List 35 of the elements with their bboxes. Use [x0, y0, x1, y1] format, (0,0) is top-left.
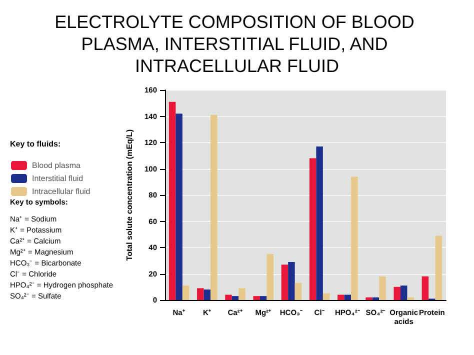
bar: [260, 296, 267, 300]
chart-title: ELECTROLYTE COMPOSITION OF BLOOD PLASMA, INTERSTITIAL FLUID, AND INTRACELLULAR FLUID: [54, 12, 420, 76]
bar: [400, 286, 408, 300]
bar: [281, 264, 288, 300]
bar: [294, 282, 302, 300]
bar: [309, 158, 316, 300]
bar: [379, 276, 386, 300]
bar: [253, 296, 260, 300]
bar: [204, 290, 211, 300]
legend-label: Intracellular fluid: [32, 187, 90, 196]
bar: [394, 286, 400, 300]
legend-label: Blood plasma: [32, 161, 82, 170]
bar: [168, 102, 176, 300]
bar: [288, 262, 295, 300]
bar: [182, 286, 190, 300]
bar: [344, 294, 352, 300]
bar: [435, 236, 442, 300]
bar: [407, 297, 414, 300]
bar: [338, 294, 344, 300]
bar: [366, 297, 372, 300]
legend-label: Interstitial fluid: [32, 174, 84, 183]
bar: [210, 114, 218, 300]
bar: [197, 288, 204, 300]
bar: [225, 294, 232, 300]
bar: [322, 293, 330, 300]
y-axis-title: Total solute concentration (mEq/L): [125, 128, 134, 261]
bar: [232, 296, 239, 300]
bar: [351, 176, 358, 300]
legend-title: Key to fluids:: [10, 140, 61, 148]
bar: [176, 114, 182, 300]
bar: [238, 288, 246, 300]
bar: [266, 254, 274, 300]
bar: [422, 276, 429, 300]
bar: [372, 297, 380, 300]
bar: [316, 146, 323, 300]
